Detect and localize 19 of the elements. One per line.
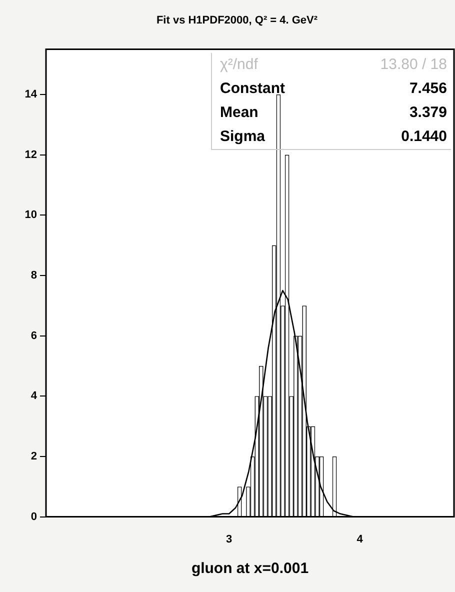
y-tick-label: 0 <box>30 510 37 523</box>
annotation: 13.80 / 18 <box>380 55 447 75</box>
annotation: Mean <box>220 103 260 123</box>
x-tick-label: 3 <box>226 533 232 546</box>
y-tick-label: 4 <box>30 390 38 402</box>
y-tick-label: 12 <box>24 148 37 161</box>
annotation: Sigma <box>220 127 266 147</box>
y-tick-label: 14 <box>24 88 38 100</box>
y-tick-label: 10 <box>24 209 37 222</box>
y-tick-label: 6 <box>30 330 37 342</box>
chart-title: Fit vs H1PDF2000, Q² = 4. GeV² <box>156 14 318 27</box>
x-axis-title: gluon at x=0.001 <box>191 560 309 578</box>
annotation: Constant <box>220 79 286 99</box>
annotation: χ²/ndf <box>220 55 259 75</box>
y-tick-label: 2 <box>30 450 37 462</box>
annotation: 0.1440 <box>400 127 447 147</box>
y-tick-label: 8 <box>30 269 37 282</box>
annotation: 3.379 <box>408 103 447 123</box>
annotation: 7.456 <box>408 79 447 99</box>
